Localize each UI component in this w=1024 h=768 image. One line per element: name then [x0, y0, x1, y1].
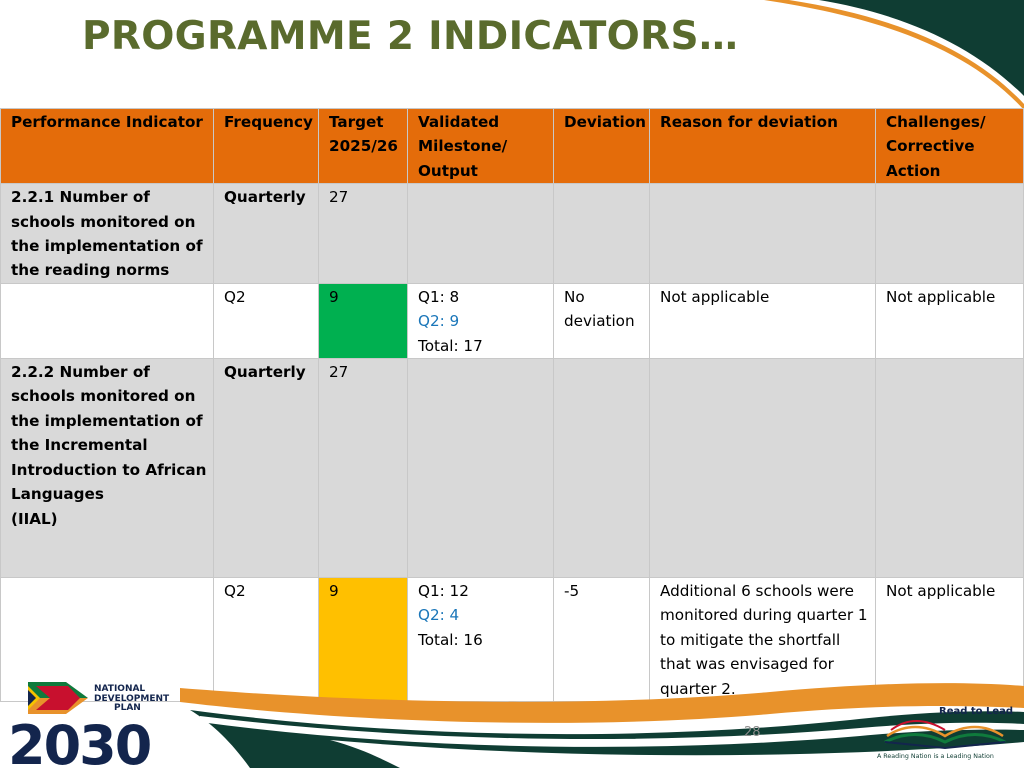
- indicator-frequency: Quarterly: [213, 358, 319, 579]
- national-development-plan-2030-logo: NATIONAL DEVELOPMENT PLAN 2030: [8, 682, 170, 768]
- top-right-swoosh-decoration: [764, 0, 1024, 110]
- ndp-logo-text-line1: NATIONAL: [94, 684, 145, 694]
- validated-total: Total: 17: [418, 336, 483, 355]
- indicator-name-abbreviation: (IIAL): [11, 509, 58, 528]
- indicator-annual-target: 27: [318, 358, 408, 579]
- header-frequency: Frequency: [213, 107, 319, 185]
- empty-cell: [0, 577, 214, 703]
- table-row: 2.2.2 Number of schools monitored on the…: [0, 358, 1024, 579]
- ndp-logo-text-line3: PLAN: [114, 703, 141, 713]
- quarter-target: 9: [318, 282, 408, 360]
- bottom-swoosh-decoration: [180, 683, 1024, 768]
- ndp-logo-year: 2030: [8, 714, 150, 768]
- validated-output: Q1: 12 Q2: 4 Total: 16: [407, 577, 554, 703]
- page-number: 28: [744, 725, 761, 740]
- table-row: 2.2.1 Number of schools monitored on the…: [0, 183, 1024, 284]
- empty-cell: [553, 183, 650, 284]
- slide-title: PROGRAMME 2 INDICATORS…: [82, 14, 739, 59]
- indicators-table: Performance Indicator Frequency Target 2…: [0, 107, 1024, 703]
- validated-q1: Q1: 12: [418, 582, 469, 601]
- header-deviation: Deviation: [553, 107, 650, 185]
- validated-q1: Q1: 8: [418, 287, 460, 306]
- header-reason-for-deviation: Reason for deviation: [649, 107, 876, 185]
- ndp-logo-text-line2: DEVELOPMENT: [94, 694, 170, 704]
- indicator-annual-target: 27: [318, 183, 408, 284]
- reason-for-deviation: Not applicable: [649, 282, 876, 360]
- table-row: Q2 9 Q1: 12 Q2: 4 Total: 16 -5 Additiona…: [0, 577, 1024, 703]
- empty-cell: [553, 358, 650, 579]
- header-validated-milestone: Validated Milestone/ Output: [407, 107, 554, 185]
- empty-cell: [875, 183, 1024, 284]
- validated-output: Q1: 8 Q2: 9 Total: 17: [407, 282, 554, 360]
- header-challenges: Challenges/ Corrective Action: [875, 107, 1024, 185]
- header-performance-indicator: Performance Indicator: [0, 107, 214, 185]
- indicator-name-line: 2.2.2 Number of schools monitored on the…: [11, 363, 207, 504]
- empty-cell: [0, 282, 214, 360]
- validated-total: Total: 16: [418, 630, 483, 649]
- table-header-row: Performance Indicator Frequency Target 2…: [0, 107, 1024, 185]
- quarter-label: Q2: [213, 282, 319, 360]
- empty-cell: [407, 183, 554, 284]
- challenges-corrective-action: Not applicable: [875, 577, 1024, 703]
- read-to-lead-tagline: A Reading Nation is a Leading Nation: [877, 753, 994, 760]
- empty-cell: [649, 183, 876, 284]
- table-row: Q2 9 Q1: 8 Q2: 9 Total: 17 No deviation …: [0, 282, 1024, 360]
- empty-cell: [407, 358, 554, 579]
- indicator-frequency: Quarterly: [213, 183, 319, 284]
- indicator-name: 2.2.1 Number of schools monitored on the…: [0, 183, 214, 284]
- read-to-lead-logo: Read to Lead A Reading Nation is a Leadi…: [877, 706, 1013, 760]
- empty-cell: [875, 358, 1024, 579]
- deviation-value: No deviation: [553, 282, 650, 360]
- quarter-target: 9: [318, 577, 408, 703]
- empty-cell: [649, 358, 876, 579]
- validated-q2: Q2: 9: [418, 312, 460, 331]
- read-to-lead-title: Read to Lead: [939, 706, 1013, 717]
- validated-q2: Q2: 4: [418, 606, 460, 625]
- header-target: Target 2025/26: [318, 107, 408, 185]
- challenges-corrective-action: Not applicable: [875, 282, 1024, 360]
- reason-for-deviation: Additional 6 schools were monitored duri…: [649, 577, 876, 703]
- indicator-name: 2.2.2 Number of schools monitored on the…: [0, 358, 214, 579]
- deviation-value: -5: [553, 577, 650, 703]
